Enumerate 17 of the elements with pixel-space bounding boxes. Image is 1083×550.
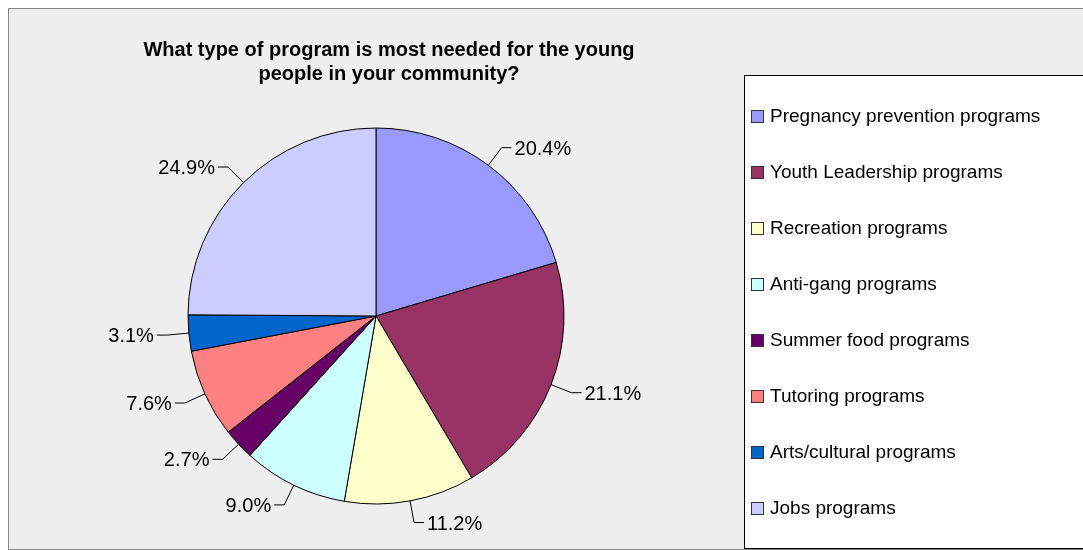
legend-label: Youth Leadership programs — [770, 161, 1003, 183]
legend-label: Summer food programs — [770, 329, 970, 351]
data-label: 9.0% — [225, 493, 272, 516]
data-label: 21.1% — [584, 381, 642, 404]
legend-label: Recreation programs — [770, 217, 948, 239]
data-label: 3.1% — [108, 324, 155, 347]
legend-label: Anti-gang programs — [770, 273, 937, 295]
legend-label: Tutoring programs — [770, 385, 925, 407]
chart-title: What type of program is most needed for the young people in your community? — [142, 37, 636, 85]
data-label: 20.4% — [514, 136, 572, 159]
data-label: 11.2% — [427, 511, 483, 534]
data-label: 24.9% — [158, 156, 216, 179]
data-label: 2.7% — [163, 448, 210, 471]
data-label: 7.6% — [126, 392, 173, 415]
legend-label: Pregnancy prevention programs — [770, 105, 1041, 127]
legend-label: Arts/cultural programs — [770, 441, 956, 463]
legend-label: Jobs programs — [770, 497, 896, 519]
